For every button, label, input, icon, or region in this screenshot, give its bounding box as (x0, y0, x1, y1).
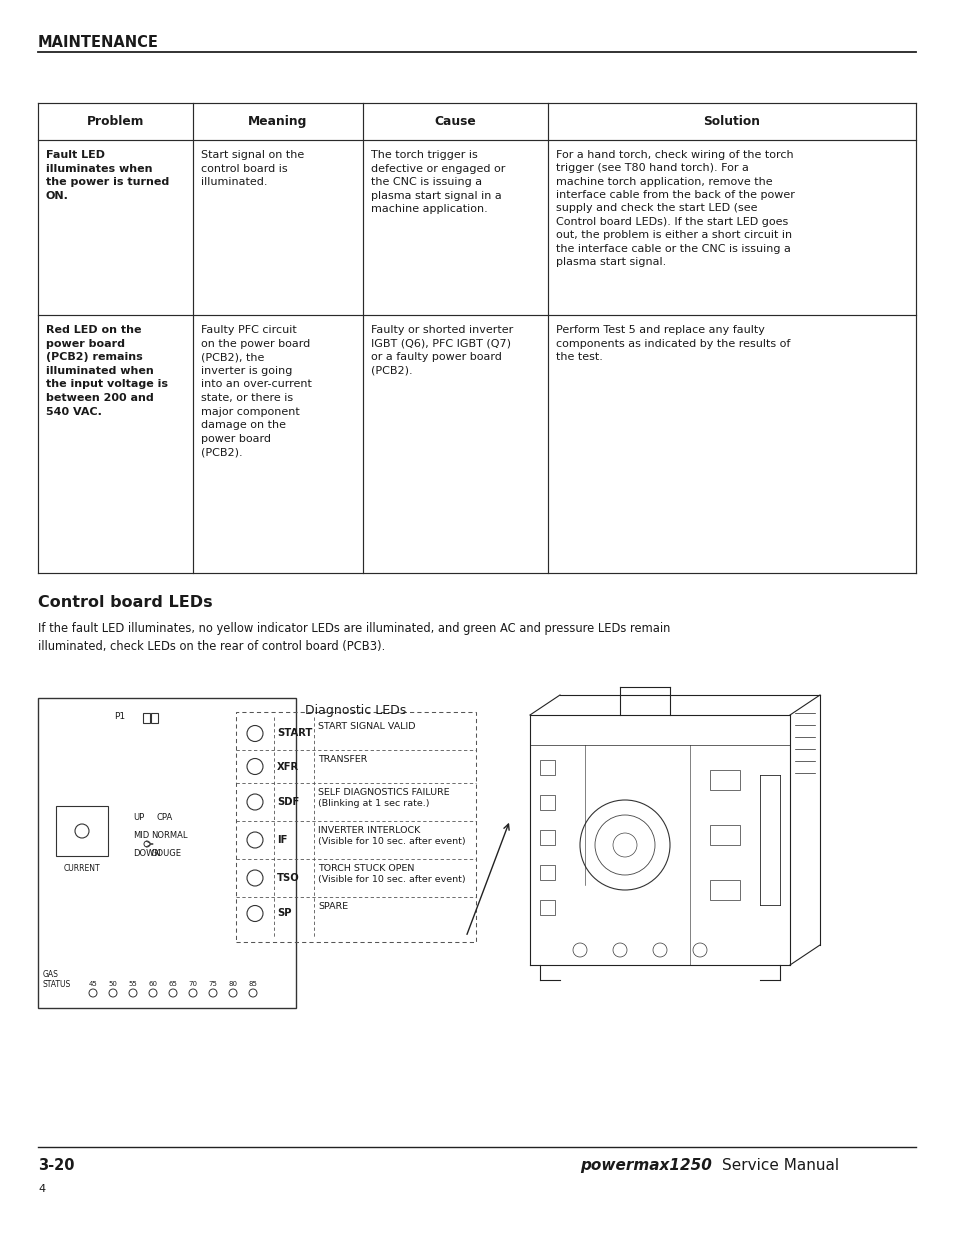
Bar (539, 795, 555, 810)
Text: Perform Test 5 and replace any faulty
components as indicated by the results of
: Perform Test 5 and replace any faulty co… (556, 325, 789, 362)
Text: 3-20: 3-20 (38, 1158, 74, 1173)
Text: Solution: Solution (702, 115, 760, 128)
Bar (539, 760, 555, 776)
Text: Service Manual: Service Manual (721, 1158, 839, 1173)
Text: 80: 80 (229, 981, 237, 987)
Text: START SIGNAL VALID: START SIGNAL VALID (317, 722, 416, 731)
Text: 4: 4 (38, 1184, 45, 1194)
Text: If the fault LED illuminates, no yellow indicator LEDs are illuminated, and gree: If the fault LED illuminates, no yellow … (38, 622, 670, 653)
Bar (56, 806, 108, 856)
Text: TRANSFER: TRANSFER (317, 755, 367, 764)
Text: Control board LEDs: Control board LEDs (38, 595, 213, 610)
Text: GAS
STATUS: GAS STATUS (43, 969, 71, 989)
Text: Diagnostic LEDs: Diagnostic LEDs (305, 704, 406, 718)
Text: UP: UP (132, 813, 144, 823)
Text: Faulty or shorted inverter
IGBT (Q6), PFC IGBT (Q7)
or a faulty power board
(PCB: Faulty or shorted inverter IGBT (Q6), PF… (371, 325, 513, 375)
Bar (235, 713, 476, 942)
Text: 50: 50 (109, 981, 117, 987)
Text: Faulty PFC circuit
on the power board
(PCB2), the
inverter is going
into an over: Faulty PFC circuit on the power board (P… (201, 325, 312, 457)
Text: MAINTENANCE: MAINTENANCE (38, 35, 159, 49)
Text: The torch trigger is
defective or engaged or
the CNC is issuing a
plasma start s: The torch trigger is defective or engage… (371, 149, 505, 215)
Text: Red LED on the
power board
(PCB2) remains
illuminated when
the input voltage is
: Red LED on the power board (PCB2) remain… (46, 325, 168, 416)
Bar (709, 881, 740, 900)
Text: 75: 75 (209, 981, 217, 987)
Text: Problem: Problem (87, 115, 144, 128)
Text: powermax1250: powermax1250 (579, 1158, 711, 1173)
Bar (709, 769, 740, 790)
Bar (539, 864, 555, 881)
Text: TSO: TSO (276, 873, 299, 883)
Text: 65: 65 (169, 981, 177, 987)
Bar (539, 830, 555, 845)
Text: MID: MID (132, 831, 149, 840)
Text: 70: 70 (189, 981, 197, 987)
Text: START: START (276, 729, 312, 739)
Text: CURRENT: CURRENT (64, 864, 100, 873)
Text: SELF DIAGNOSTICS FAILURE
(Blinking at 1 sec rate.): SELF DIAGNOSTICS FAILURE (Blinking at 1 … (317, 788, 449, 808)
Text: SDF: SDF (276, 797, 299, 806)
Text: SPARE: SPARE (317, 902, 348, 911)
Text: For a hand torch, check wiring of the torch
trigger (see T80 hand torch). For a
: For a hand torch, check wiring of the to… (556, 149, 794, 267)
Text: XFR: XFR (276, 762, 299, 772)
Bar (709, 825, 740, 845)
Bar (151, 713, 158, 722)
Text: TORCH STUCK OPEN
(Visible for 10 sec. after event): TORCH STUCK OPEN (Visible for 10 sec. af… (317, 864, 465, 884)
Text: P1: P1 (113, 713, 125, 721)
Text: SP: SP (276, 909, 292, 919)
Text: IF: IF (276, 835, 287, 845)
Text: 85: 85 (249, 981, 257, 987)
Bar (539, 900, 555, 915)
Text: 60: 60 (149, 981, 157, 987)
Bar (38, 698, 295, 1008)
Bar (143, 713, 150, 722)
Text: CPA: CPA (157, 813, 173, 823)
Text: Start signal on the
control board is
illuminated.: Start signal on the control board is ill… (201, 149, 304, 188)
Text: 55: 55 (129, 981, 137, 987)
Text: Cause: Cause (435, 115, 476, 128)
Text: GOUGE: GOUGE (151, 848, 182, 858)
Text: Fault LED
illuminates when
the power is turned
ON.: Fault LED illuminates when the power is … (46, 149, 169, 201)
Text: Meaning: Meaning (248, 115, 308, 128)
Text: INVERTER INTERLOCK
(Visible for 10 sec. after event): INVERTER INTERLOCK (Visible for 10 sec. … (317, 826, 465, 846)
Text: 45: 45 (89, 981, 97, 987)
Text: NORMAL: NORMAL (151, 831, 188, 840)
Text: DOWN: DOWN (132, 848, 161, 858)
